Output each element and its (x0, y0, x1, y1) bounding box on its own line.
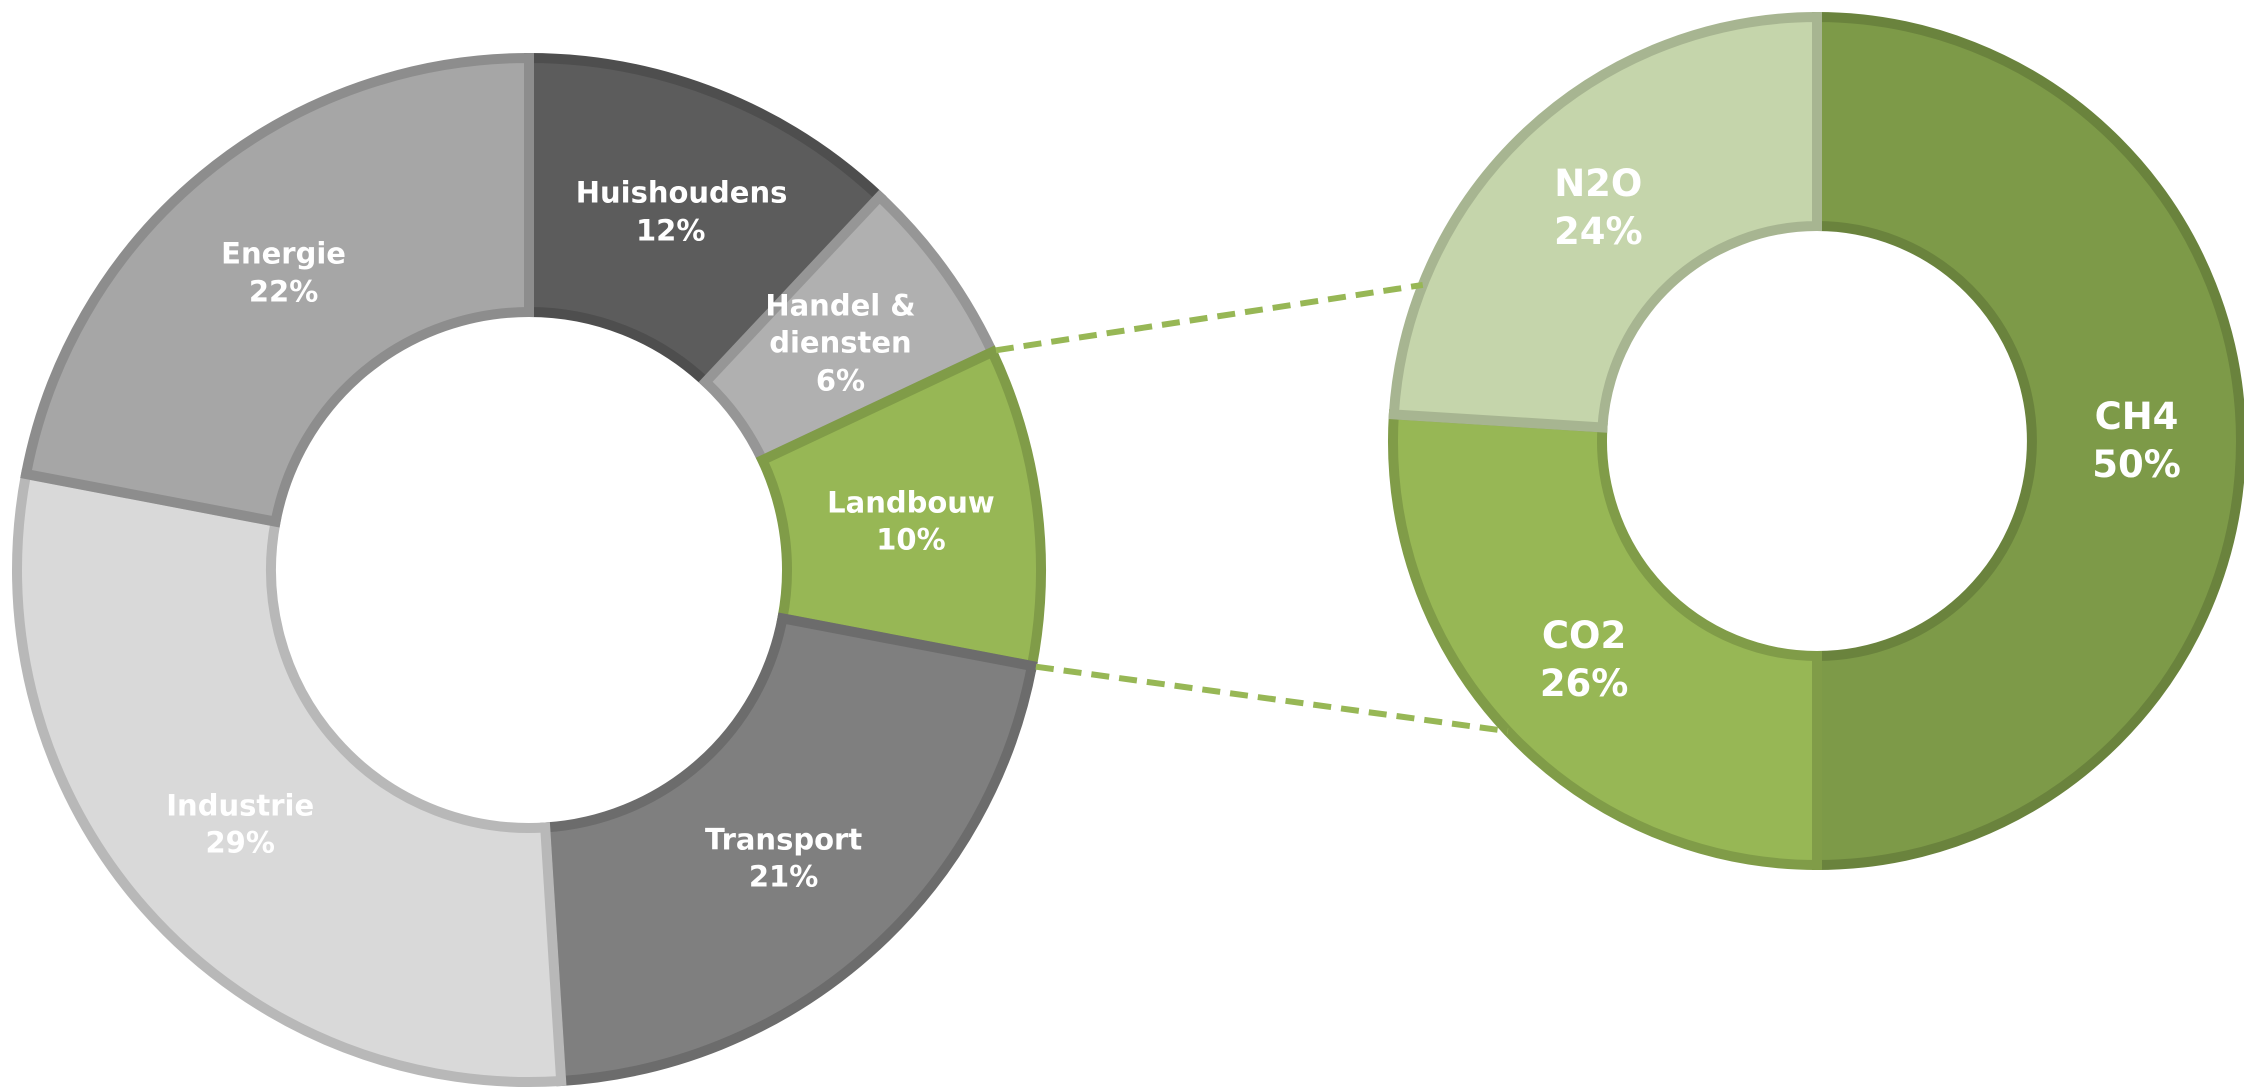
connector-line (1035, 663, 1509, 735)
donut-slice (12, 468, 567, 1087)
donut-slice (1812, 11, 2244, 871)
category-label: N2O (1554, 162, 1643, 205)
value-label: 10% (876, 522, 946, 557)
value-label: 26% (1539, 661, 1629, 705)
donut-slice (524, 52, 887, 389)
value-label: 29% (205, 825, 275, 860)
connector-line (995, 281, 1424, 354)
slice-label: CO2 26% (1484, 612, 1684, 708)
value-label: 24% (1554, 210, 1643, 254)
value-label: 50% (2092, 443, 2181, 486)
donut-slice (1388, 11, 1822, 433)
category-label: Industrie (166, 787, 315, 822)
value-label: 12% (636, 213, 706, 248)
slice-label: Handel & diensten 6% (745, 287, 935, 400)
category-label: Energie (221, 236, 346, 271)
slice-label: Industrie 29% (145, 787, 335, 862)
value-label: 6% (815, 363, 866, 398)
category-label: Huishoudens (575, 175, 788, 210)
category-label: CH4 (2094, 394, 2179, 438)
donut-slice (539, 612, 1038, 1087)
slice-label: Huishoudens 12% (575, 174, 788, 249)
category-label: Transport (704, 822, 863, 857)
slice-label: Energie 22% (189, 236, 379, 311)
category-label: Handel & diensten (765, 288, 916, 360)
slice-label: CH4 50% (2037, 393, 2237, 489)
category-label: Landbouw (827, 485, 995, 520)
category-label: CO2 (1541, 613, 1627, 657)
slice-label: N2O 24% (1498, 160, 1698, 256)
donut-slice (1388, 409, 1822, 871)
donut-slice (755, 345, 1046, 672)
value-label: 22% (248, 274, 319, 309)
donut-slice (20, 52, 534, 528)
slice-label: Landbouw 10% (816, 484, 1006, 559)
slice-label: Transport 21% (689, 821, 879, 896)
value-label: 21% (748, 859, 819, 894)
